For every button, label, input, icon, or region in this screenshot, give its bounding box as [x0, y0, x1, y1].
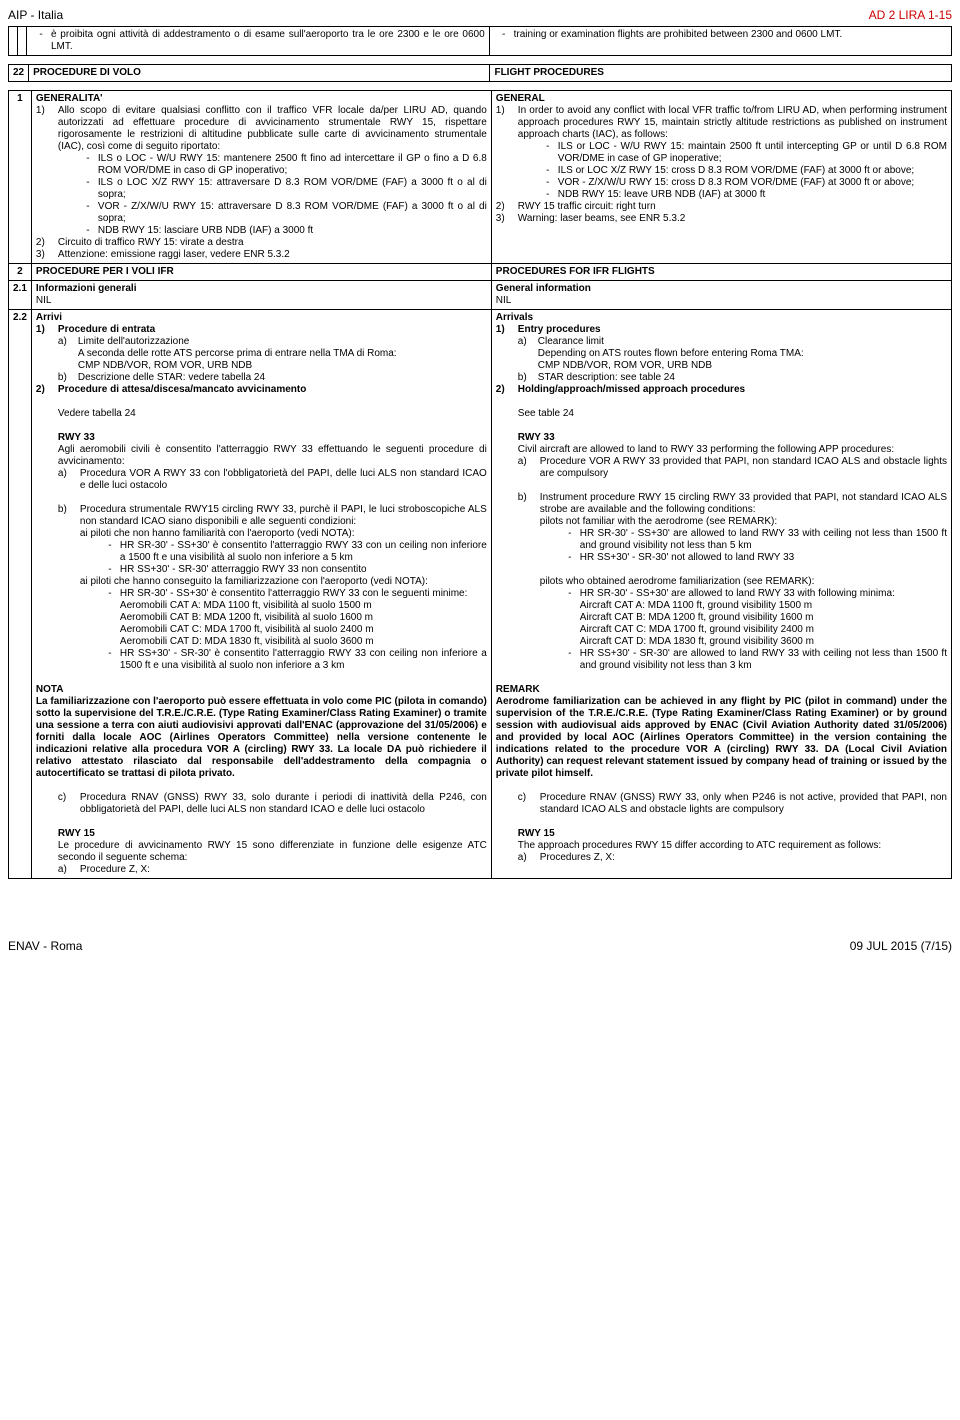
ftr-l: ENAV - Roma: [8, 939, 82, 953]
gen-it-d1: ILS o LOC - W/U RWY 15: mantenere 2500 f…: [98, 153, 487, 177]
arr-it-see: Vedere tabella 24: [36, 408, 487, 420]
r33-en-catD: Aircraft CAT D: MDA 1830 ft, ground visi…: [518, 636, 947, 648]
nota-it-ttl: NOTA: [36, 684, 487, 696]
s22b-it: Arrivi: [36, 312, 487, 324]
gen-en-2: RWY 15 traffic circuit: right turn: [518, 201, 656, 213]
gen-it-d2: ILS o LOC X/Z RWY 15: attraversare D 8.3…: [98, 177, 487, 201]
r15-en-a: Procedures Z, X:: [540, 852, 615, 864]
r33-it-intro: Agli aeromobili civili è consentito l'at…: [58, 444, 487, 468]
r33-it-catA: Aeromobili CAT A: MDA 1100 ft, visibilit…: [58, 600, 487, 612]
r33-it-catC: Aeromobili CAT C: MDA 1700 ft, visibilit…: [58, 624, 487, 636]
r33-it-b2: ai piloti che hanno conseguito la famili…: [58, 576, 487, 588]
arr-it-a: Limite dell'autorizzazione: [78, 336, 189, 348]
r33-ttl-en: RWY 33: [518, 432, 947, 444]
r15-en: The approach procedures RWY 15 differ ac…: [518, 840, 947, 852]
s2-it: PROCEDURE PER I VOLI IFR: [31, 264, 491, 281]
hdr-left: AIP - Italia: [8, 8, 63, 22]
r33-en-b2a: HR SR-30' - SS+30' are allowed to land R…: [580, 588, 895, 600]
gen-en-ttl: GENERAL: [496, 93, 947, 105]
r33-it-b: Procedura strumentale RWY15 circling RWY…: [80, 504, 487, 528]
gen-en-d1: ILS or LOC - W/U RWY 15: maintain 2500 f…: [558, 141, 947, 165]
arr-it-2: Procedure di attesa/discesa/mancato avvi…: [58, 384, 306, 396]
s21-nil-en: NIL: [496, 295, 512, 306]
main-table: 1 GENERALITA' 1)Allo scopo di evitare qu…: [8, 90, 952, 879]
r33-en-catA: Aircraft CAT A: MDA 1100 ft, ground visi…: [518, 600, 947, 612]
page-footer: ENAV - Roma 09 JUL 2015 (7/15): [8, 939, 952, 953]
r33-en-a: Procedure VOR A RWY 33 provided that PAP…: [540, 456, 947, 480]
r15-it: Le procedure di avvicinamento RWY 15 son…: [58, 840, 487, 864]
s21-num: 2.1: [9, 281, 32, 310]
r33-it-b2a: HR SR-30' - SS+30' è consentito l'atterr…: [120, 588, 467, 600]
gen-en-d4: NDB RWY 15: leave URB NDB (IAF) at 3000 …: [558, 189, 765, 201]
arr-en-2: Holding/approach/missed approach procedu…: [518, 384, 745, 396]
gen-en-d3: VOR - Z/X/W/U RWY 15: cross D 8.3 ROM VO…: [558, 177, 914, 189]
gen-it-2: Circuito di traffico RWY 15: virate a de…: [58, 237, 244, 249]
r33-ttl-it: RWY 33: [58, 432, 487, 444]
s22b-en: Arrivals: [496, 312, 947, 324]
s21-nil-it: NIL: [36, 295, 52, 306]
arr-en-b: STAR description: see table 24: [538, 372, 675, 384]
s22b-num: 2.2: [9, 310, 32, 879]
r33-it-b2b: HR SS+30' - SR-30' è consentito l'atterr…: [120, 648, 487, 672]
nota-it: La familiarizzazione con l'aeroporto può…: [36, 696, 487, 780]
r33-it-b1a: HR SR-30' - SS+30' è consentito l'atterr…: [120, 540, 487, 564]
gen-num: 1: [9, 91, 32, 264]
s2-en: PROCEDURES FOR IFR FLIGHTS: [491, 264, 951, 281]
r33-en-b2: pilots who obtained aerodrome familiariz…: [518, 576, 947, 588]
r15-ttl-it: RWY 15: [58, 828, 487, 840]
arr-en-see: See table 24: [496, 408, 947, 420]
r33-it-b1b: HR SS+30' - SR-30' atterraggio RWY 33 no…: [120, 564, 367, 576]
arr-en-a2: Depending on ATS routes flown before ent…: [496, 348, 947, 360]
r33-it-catD: Aeromobili CAT D: MDA 1830 ft, visibilit…: [58, 636, 487, 648]
arr-en-a3: CMP NDB/VOR, ROM VOR, URB NDB: [496, 360, 947, 372]
r33-en-b: Instrument procedure RWY 15 circling RWY…: [540, 492, 947, 516]
arr-en-1: Entry procedures: [518, 324, 601, 336]
gen-it-3: Attenzione: emissione raggi laser, veder…: [58, 249, 290, 261]
hdr-right: AD 2 LIRA 1-15: [869, 8, 952, 22]
r15-it-a: Procedure Z, X:: [80, 864, 150, 876]
arr-it-1: Procedure di entrata: [58, 324, 155, 336]
gen-it-d4: NDB RWY 15: lasciare URB NDB (IAF) a 300…: [98, 225, 313, 237]
s22-it: PROCEDURE DI VOLO: [29, 65, 490, 82]
top-table: -è proibita ogni attività di addestramen…: [8, 26, 952, 56]
r33-en-intro: Civil aircraft are allowed to land to RW…: [518, 444, 947, 456]
gen-it-d3: VOR - Z/X/W/U RWY 15: attraversare D 8.3…: [98, 201, 487, 225]
top-it: è proibita ogni attività di addestrament…: [51, 29, 485, 53]
gen-en-1: In order to avoid any conflict with loca…: [518, 105, 947, 141]
top-en: training or examination flights are proh…: [514, 29, 843, 41]
r33-it-a: Procedura VOR A RWY 33 con l'obbligatori…: [80, 468, 487, 492]
r33-en-b2b: HR SS+30' - SR-30' are allowed to land R…: [580, 648, 947, 672]
r33-it-catB: Aeromobili CAT B: MDA 1200 ft, visibilit…: [58, 612, 487, 624]
arr-it-a2: A seconda delle rotte ATS percorse prima…: [36, 348, 487, 360]
nota-en: Aerodrome familiarization can be achieve…: [496, 696, 947, 780]
r33-en-b1b: HR SS+30' - SR-30' not allowed to land R…: [580, 552, 794, 564]
r33-en-b1: pilots not familiar with the aerodrome (…: [518, 516, 947, 528]
arr-it-a3: CMP NDB/VOR, ROM VOR, URB NDB: [36, 360, 487, 372]
r33-it-b1: ai piloti che non hanno familiarità con …: [58, 528, 487, 540]
s21-en: General information: [496, 283, 591, 294]
r33-en-catB: Aircraft CAT B: MDA 1200 ft, ground visi…: [518, 612, 947, 624]
r33-en-catC: Aircraft CAT C: MDA 1700 ft, ground visi…: [518, 624, 947, 636]
r15-ttl-en: RWY 15: [518, 828, 947, 840]
c-en: Procedure RNAV (GNSS) RWY 33, only when …: [540, 792, 947, 816]
s21-it: Informazioni generali: [36, 283, 137, 294]
gen-en-3: Warning: laser beams, see ENR 5.3.2: [518, 213, 685, 225]
gen-it-1: Allo scopo di evitare qualsiasi conflitt…: [58, 105, 487, 153]
s2-num: 2: [9, 264, 32, 281]
c-it: Procedura RNAV (GNSS) RWY 33, solo duran…: [80, 792, 487, 816]
gen-it-ttl: GENERALITA': [36, 93, 487, 105]
s22-en: FLIGHT PROCEDURES: [490, 65, 952, 82]
sec22-table: 22 PROCEDURE DI VOLO FLIGHT PROCEDURES: [8, 64, 952, 82]
r33-en-b1a: HR SR-30' - SS+30' are allowed to land R…: [580, 528, 947, 552]
page-header: AIP - Italia AD 2 LIRA 1-15: [8, 8, 952, 22]
s22-num: 22: [9, 65, 29, 82]
nota-en-ttl: REMARK: [496, 684, 947, 696]
arr-it-b: Descrizione delle STAR: vedere tabella 2…: [78, 372, 265, 384]
ftr-r: 09 JUL 2015 (7/15): [850, 939, 952, 953]
gen-en-d2: ILS or LOC X/Z RWY 15: cross D 8.3 ROM V…: [558, 165, 914, 177]
arr-en-a: Clearance limit: [538, 336, 604, 348]
